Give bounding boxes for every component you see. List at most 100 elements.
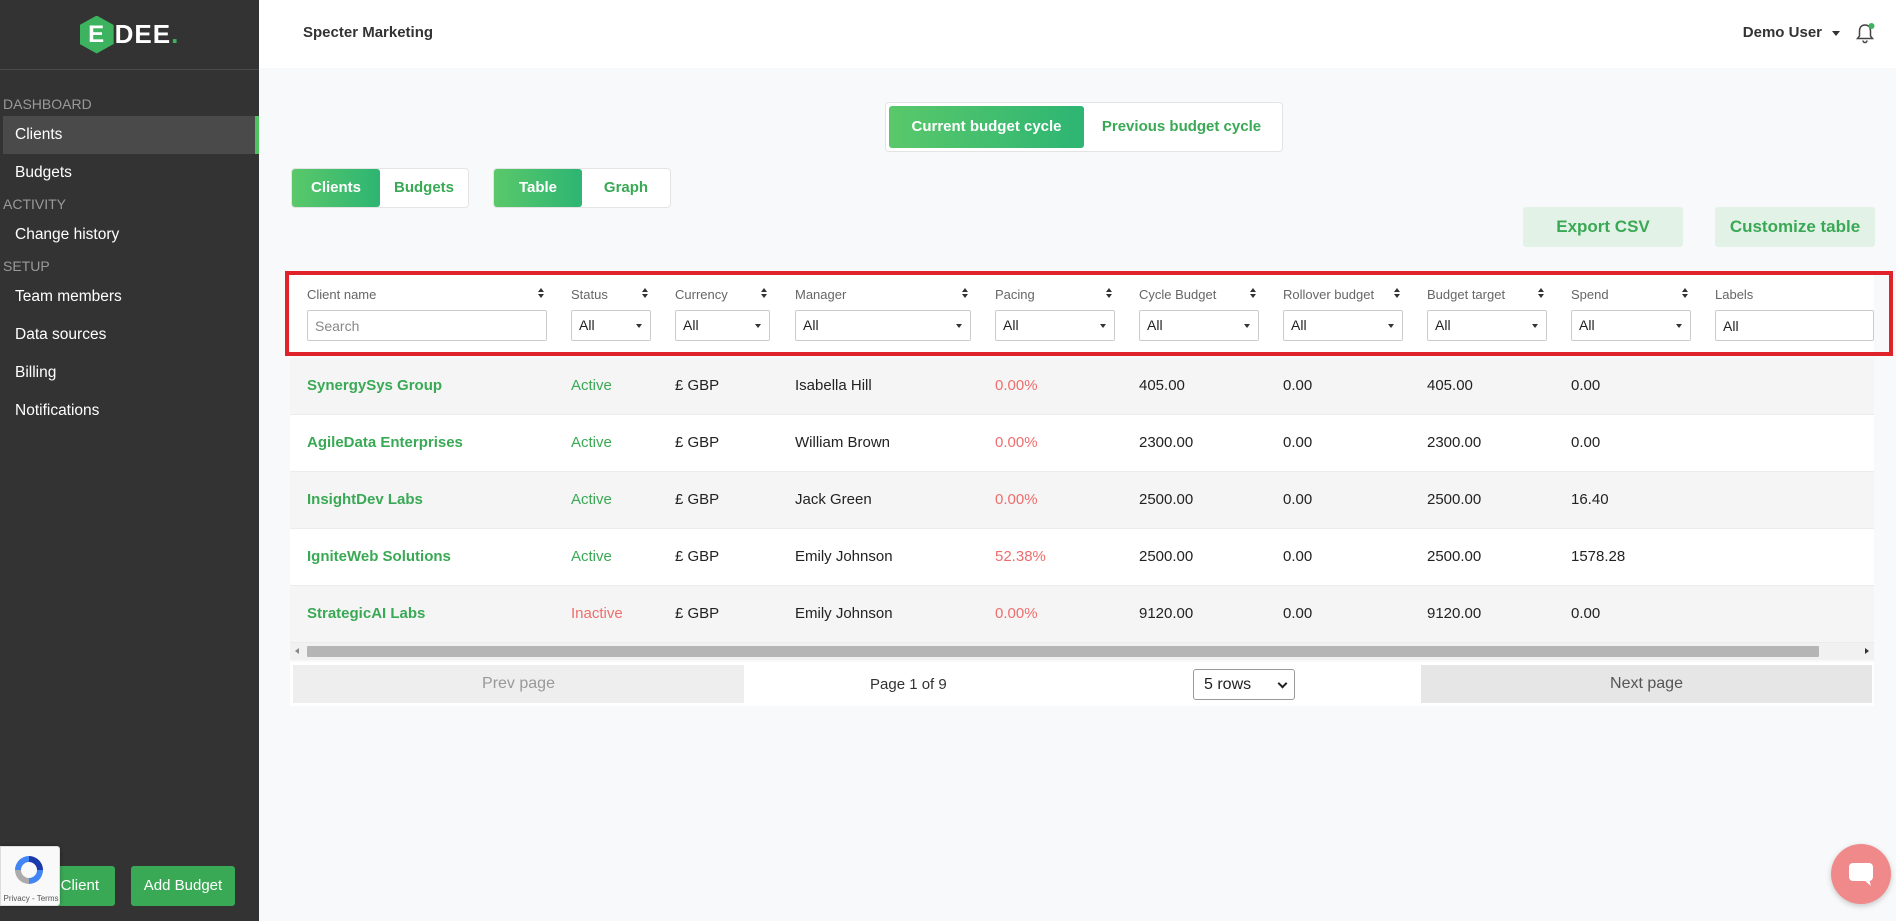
column-header-pacing[interactable]: Pacing — [995, 287, 1035, 302]
pacing-cell: 52.38% — [995, 548, 1046, 565]
column-header-spend[interactable]: Spend — [1571, 287, 1609, 302]
currency-filter-select[interactable]: All — [675, 310, 770, 341]
sidebar-item-billing[interactable]: Billing — [15, 364, 57, 381]
export-csv-button[interactable]: Export CSV — [1523, 207, 1683, 247]
sidebar-item-notifications[interactable]: Notifications — [15, 402, 100, 419]
sort-icon[interactable] — [1250, 288, 1258, 300]
pacing-cell: 0.00% — [995, 605, 1038, 622]
sort-icon[interactable] — [642, 288, 650, 300]
sort-icon[interactable] — [1538, 288, 1546, 300]
filter-row-highlight — [285, 271, 1893, 356]
column-header-cycle-budget[interactable]: Cycle Budget — [1139, 287, 1217, 302]
cycle-budget-cell: 2300.00 — [1139, 434, 1194, 451]
next-page-button[interactable]: Next page — [1421, 665, 1872, 703]
column-header-status[interactable]: Status — [571, 287, 608, 302]
chat-icon — [1849, 863, 1873, 886]
user-menu[interactable]: Demo User — [1743, 24, 1840, 41]
budget-target-filter-select[interactable]: All — [1427, 310, 1547, 341]
sort-icon[interactable] — [962, 288, 970, 300]
add-budget-button[interactable]: Add Budget — [131, 866, 235, 906]
sort-icon[interactable] — [1394, 288, 1402, 300]
scrollbar-thumb[interactable] — [307, 646, 1819, 657]
view-mode-toggle: Table Graph — [493, 168, 671, 208]
labels-filter-input[interactable] — [1715, 310, 1874, 341]
pacing-cell: 0.00% — [995, 377, 1038, 394]
sort-icon[interactable] — [1106, 288, 1114, 300]
status-cell: Active — [571, 491, 612, 508]
sidebar-item-data-sources[interactable]: Data sources — [15, 326, 107, 343]
caret-down-icon — [1832, 30, 1840, 36]
table-row: IgniteWeb Solutions Active £ GBP Emily J… — [290, 529, 1874, 586]
column-header-manager[interactable]: Manager — [795, 287, 847, 302]
currency-cell: £ GBP — [675, 377, 720, 394]
column-header-currency[interactable]: Currency — [675, 287, 728, 302]
recaptcha-icon — [15, 856, 43, 884]
table-row: SynergySys Group Active £ GBP Isabella H… — [290, 358, 1874, 415]
status-cell: Active — [571, 434, 612, 451]
sort-icon[interactable] — [1682, 288, 1690, 300]
sidebar-item-change-history[interactable]: Change history — [15, 226, 120, 243]
spend-filter-select[interactable]: All — [1571, 310, 1691, 341]
status-cell: Active — [571, 377, 612, 394]
rollover-budget-filter-select[interactable]: All — [1283, 310, 1403, 341]
sidebar-item-team-members[interactable]: Team members — [15, 288, 122, 305]
sidebar-item-clients[interactable]: Clients — [3, 116, 259, 154]
cycle-budget-cell: 9120.00 — [1139, 605, 1194, 622]
company-name: Specter Marketing — [303, 24, 434, 41]
sort-icon[interactable] — [761, 288, 769, 300]
client-name-link[interactable]: StrategicAI Labs — [307, 605, 426, 622]
sidebar-actions: Client Add Budget — [0, 866, 259, 906]
column-header-budget-target[interactable]: Budget target — [1427, 287, 1506, 302]
scroll-right-icon[interactable] — [1865, 648, 1869, 654]
table-header: Client name Status All Currency All Mana… — [290, 275, 1874, 353]
client-name-link[interactable]: InsightDev Labs — [307, 491, 423, 508]
logo[interactable]: E DEE. — [79, 15, 180, 54]
sidebar-item-budgets[interactable]: Budgets — [15, 164, 72, 181]
manager-filter-select[interactable]: All — [795, 310, 971, 341]
current-budget-cycle-button[interactable]: Current budget cycle — [889, 106, 1084, 148]
recaptcha-badge[interactable]: Privacy - Terms — [0, 846, 60, 906]
tab-table[interactable]: Table — [494, 169, 582, 207]
status-filter-select[interactable]: All — [571, 310, 651, 341]
sort-icon[interactable] — [538, 288, 546, 300]
tab-graph[interactable]: Graph — [582, 169, 670, 207]
cycle-budget-cell: 2500.00 — [1139, 491, 1194, 508]
currency-cell: £ GBP — [675, 548, 720, 565]
page-info: Page 1 of 9 — [870, 676, 947, 693]
column-header-client-name[interactable]: Client name — [307, 287, 377, 302]
status-cell: Active — [571, 548, 612, 565]
cycle-budget-filter-select[interactable]: All — [1139, 310, 1259, 341]
scroll-left-icon[interactable] — [295, 648, 299, 654]
table-row: AgileData Enterprises Active £ GBP Willi… — [290, 415, 1874, 472]
client-name-link[interactable]: SynergySys Group — [307, 377, 443, 394]
entity-toggle: Clients Budgets — [291, 168, 469, 208]
manager-cell: Emily Johnson — [795, 605, 893, 622]
pagination: Prev page Page 1 of 9 5 rows Next page — [290, 662, 1874, 706]
pacing-filter-select[interactable]: All — [995, 310, 1115, 341]
pacing-cell: 0.00% — [995, 434, 1038, 451]
bell-icon[interactable] — [1854, 22, 1876, 44]
sidebar: E DEE. DASHBOARD Clients Budgets ACTIVITY… — [0, 0, 259, 921]
spend-cell: 0.00 — [1571, 434, 1601, 451]
customize-table-button[interactable]: Customize table — [1715, 207, 1875, 247]
column-header-rollover-budget[interactable]: Rollover budget — [1283, 287, 1375, 302]
client-name-link[interactable]: AgileData Enterprises — [307, 434, 463, 451]
currency-cell: £ GBP — [675, 491, 720, 508]
manager-cell: Jack Green — [795, 491, 872, 508]
rollover-cell: 0.00 — [1283, 434, 1313, 451]
tab-clients[interactable]: Clients — [292, 169, 380, 207]
rows-per-page-select[interactable]: 5 rows — [1193, 669, 1295, 700]
tab-budgets[interactable]: Budgets — [380, 169, 468, 207]
spend-cell: 16.40 — [1571, 491, 1609, 508]
previous-budget-cycle-button[interactable]: Previous budget cycle — [1084, 106, 1279, 148]
prev-page-button[interactable]: Prev page — [293, 665, 744, 703]
recaptcha-text[interactable]: Privacy - Terms — [3, 894, 59, 903]
chat-widget-button[interactable] — [1831, 844, 1891, 904]
client-name-link[interactable]: IgniteWeb Solutions — [307, 548, 451, 565]
rollover-cell: 0.00 — [1283, 491, 1313, 508]
budget-target-cell: 2300.00 — [1427, 434, 1482, 451]
section-label-activity: ACTIVITY — [3, 196, 67, 212]
budget-target-cell: 2500.00 — [1427, 548, 1482, 565]
client-search-input[interactable] — [307, 310, 547, 341]
horizontal-scrollbar[interactable] — [290, 643, 1874, 660]
